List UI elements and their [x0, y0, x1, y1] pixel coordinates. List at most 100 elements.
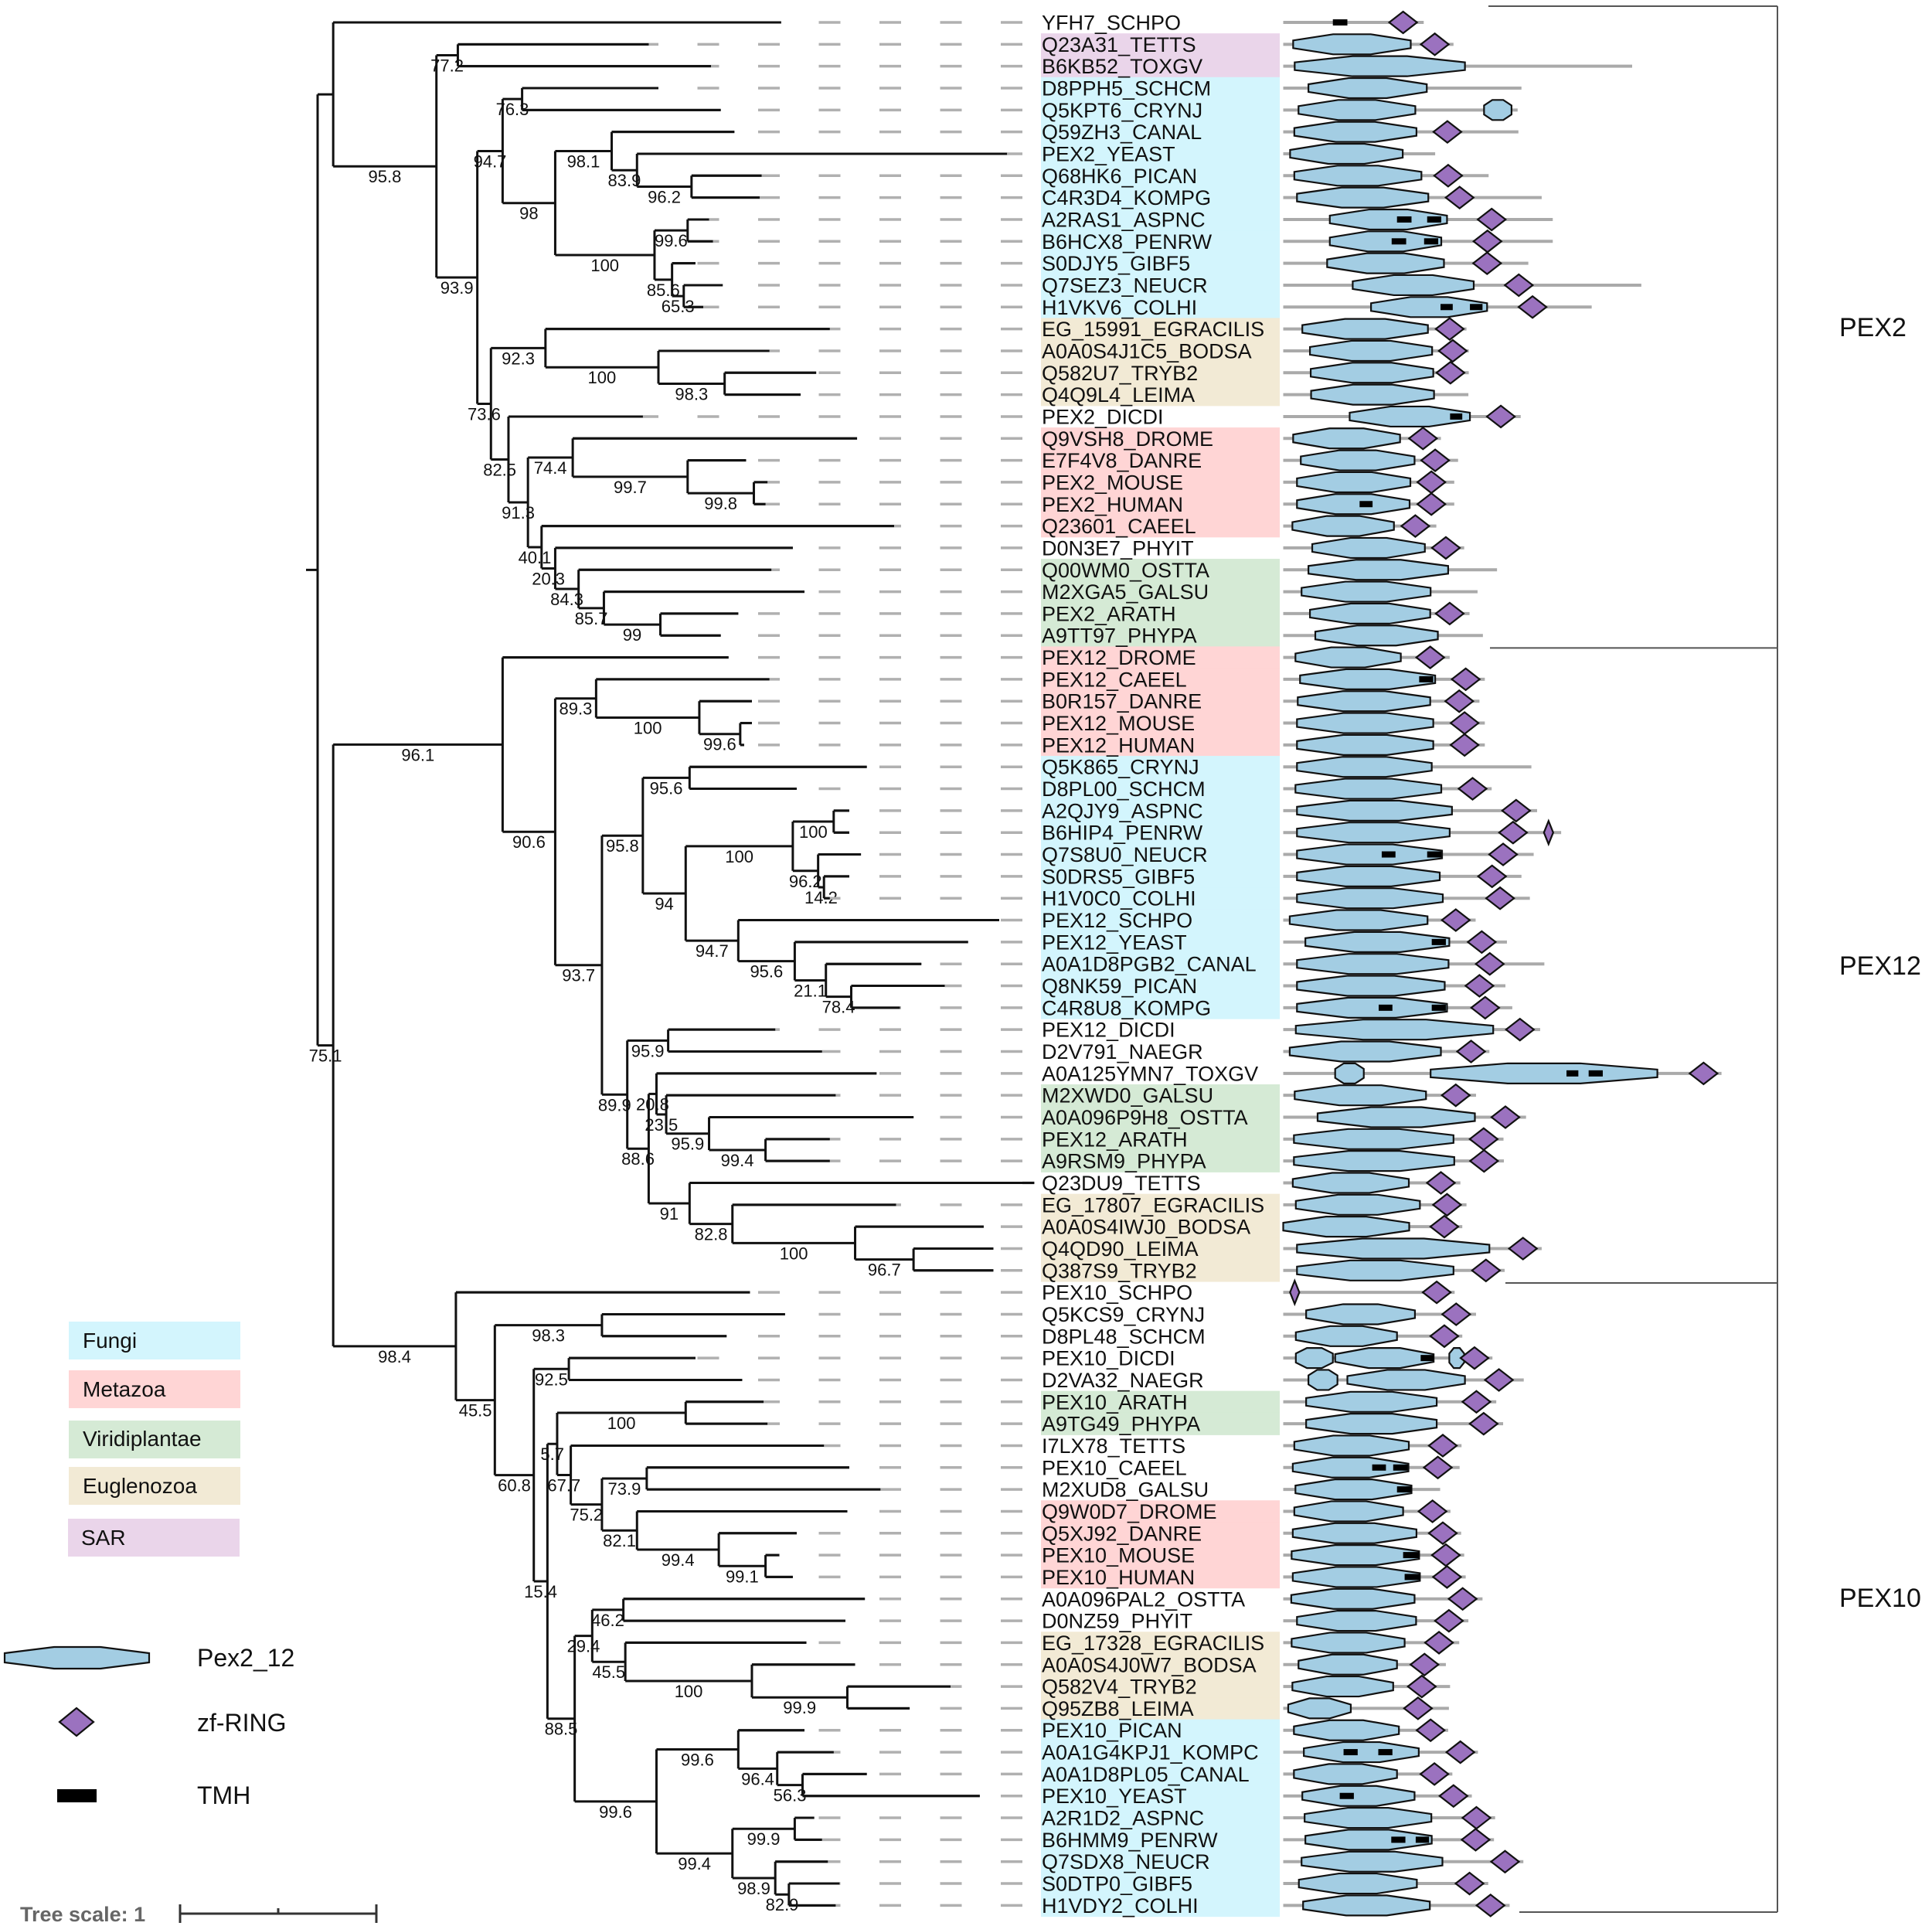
leaf-label[interactable]: PEX12_HUMAN [1042, 733, 1195, 757]
leaf-label[interactable]: Q8NK59_PICAN [1042, 975, 1197, 998]
leaf-label[interactable]: A0A0S4J0W7_BODSA [1042, 1653, 1257, 1676]
leaf-label[interactable]: I7LX78_TETTS [1042, 1434, 1185, 1458]
leaf-label[interactable]: M2XUD8_GALSU [1042, 1479, 1209, 1502]
leaf-label[interactable]: PEX10_MOUSE [1042, 1544, 1195, 1567]
leaf-label[interactable]: A0A1G4KPJ1_KOMPC [1042, 1741, 1259, 1764]
leaf-label[interactable]: A0A096P9H8_OSTTA [1042, 1106, 1248, 1129]
leaf-label[interactable]: Q5KCS9_CRYNJ [1042, 1303, 1205, 1326]
leaf-label[interactable]: B0R157_DANRE [1042, 690, 1202, 713]
leaf-label[interactable]: D2V791_NAEGR [1042, 1040, 1203, 1063]
leaf-label[interactable]: Q582V4_TRYB2 [1042, 1676, 1197, 1699]
leaf-label[interactable]: A0A125YMN7_TOXGV [1042, 1062, 1258, 1085]
leaf-label[interactable]: A2RAS1_ASPNC [1042, 208, 1206, 231]
leaf-label[interactable]: Q9VSH8_DROME [1042, 427, 1213, 451]
clade-label: PEX2 [1839, 313, 1906, 342]
leaf-label[interactable]: PEX10_SCHPO [1042, 1281, 1192, 1305]
leaf-label[interactable]: A2R1D2_ASPNC [1042, 1807, 1204, 1830]
protein-architecture [1283, 818, 1562, 847]
leaf-label[interactable]: Q23A31_TETTS [1042, 33, 1196, 56]
leaf-label[interactable]: EG_15991_EGRACILIS [1042, 318, 1264, 341]
leaf-label[interactable]: D8PPH5_SCHCM [1042, 77, 1211, 100]
leaf-label[interactable]: C4R3D4_KOMPG [1042, 186, 1211, 209]
leaf-label[interactable]: Q68HK6_PICAN [1042, 165, 1197, 188]
leaf-label[interactable]: A0A0S4J1C5_BODSA [1042, 339, 1252, 362]
leaf-label[interactable]: C4R8U8_KOMPG [1042, 996, 1211, 1019]
leaf-label[interactable]: PEX10_YEAST [1042, 1785, 1187, 1808]
leaf-label[interactable]: PEX12_DROME [1042, 646, 1196, 669]
leaf-label[interactable]: Q387S9_TRYB2 [1042, 1259, 1197, 1282]
leaf-label[interactable]: Q5K865_CRYNJ [1042, 756, 1199, 779]
leaf-label[interactable]: A0A096PAL2_OSTTA [1042, 1587, 1245, 1611]
leaf-label[interactable]: PEX2_DICDI [1042, 405, 1164, 428]
pex2-12-domain [1291, 1632, 1406, 1654]
leaf-label[interactable]: B6HMM9_PENRW [1042, 1829, 1218, 1852]
leaf-label[interactable]: Q59ZH3_CANAL [1042, 121, 1202, 144]
leaf-label[interactable]: PEX2_YEAST [1042, 142, 1175, 165]
tree-scale-label: Tree scale: 1 [20, 1903, 145, 1926]
leaf-label[interactable]: PEX12_MOUSE [1042, 712, 1195, 735]
support-value: 98.4 [378, 1347, 411, 1366]
support-value: 95.9 [631, 1041, 665, 1060]
leaf-label[interactable]: A9RSM9_PHYPA [1042, 1150, 1206, 1173]
leaf-label[interactable]: YFH7_SCHPO [1042, 12, 1181, 35]
leaf-label[interactable]: Q7S8U0_NEUCR [1042, 843, 1208, 866]
protein-architecture [1283, 1237, 1542, 1261]
leaf-label[interactable]: M2XGA5_GALSU [1042, 580, 1209, 604]
leaf-label[interactable]: Q5KPT6_CRYNJ [1042, 99, 1202, 122]
leaf-label[interactable]: Q23601_CAEEL [1042, 515, 1196, 538]
leaf-label[interactable]: Q7SDX8_NEUCR [1042, 1850, 1210, 1873]
leaf-label[interactable]: Q7SEZ3_NEUCR [1042, 274, 1208, 297]
leaf-label[interactable]: Q5XJ92_DANRE [1042, 1522, 1202, 1545]
support-value: 99.7 [614, 478, 647, 497]
leaf-label[interactable]: Q4Q9L4_LEIMA [1042, 383, 1195, 407]
leaf-label[interactable]: PEX12_YEAST [1042, 931, 1187, 954]
leaf-label[interactable]: D2VA32_NAEGR [1042, 1369, 1204, 1392]
leaf-label[interactable]: PEX10_PICAN [1042, 1719, 1182, 1742]
leaf-label[interactable]: H1V0C0_COLHI [1042, 887, 1196, 910]
leaf-label[interactable]: PEX2_HUMAN [1042, 493, 1183, 516]
leaf-label[interactable]: Q23DU9_TETTS [1042, 1172, 1201, 1195]
leaf-label[interactable]: H1VDY2_COLHI [1042, 1894, 1199, 1917]
leaf-label[interactable]: Q4QD90_LEIMA [1042, 1237, 1199, 1261]
leaf-label[interactable]: PEX12_DICDI [1042, 1019, 1175, 1042]
leaf-label[interactable]: EG_17328_EGRACILIS [1042, 1632, 1264, 1655]
leaf-label[interactable]: Q95ZB8_LEIMA [1042, 1697, 1194, 1720]
leaf-label[interactable]: PEX10_HUMAN [1042, 1566, 1195, 1589]
leaf-label[interactable]: A0A0S4IWJ0_BODSA [1042, 1216, 1250, 1239]
pex2-12-domain [1430, 1062, 1658, 1084]
leaf-label[interactable]: A2QJY9_ASPNC [1042, 799, 1203, 822]
leaf-label[interactable]: B6KB52_TOXGV [1042, 55, 1202, 78]
leaf-label[interactable]: PEX12_SCHPO [1042, 909, 1192, 932]
leaf-label[interactable]: PEX12_CAEEL [1042, 668, 1187, 691]
leaf-label[interactable]: D0NZ59_PHYIT [1042, 1610, 1192, 1633]
leaf-label[interactable]: S0DJY5_GIBF5 [1042, 252, 1190, 275]
tmh-segment [1566, 1070, 1579, 1077]
leaf-label[interactable]: S0DTP0_GIBF5 [1042, 1873, 1192, 1896]
leaf-label[interactable]: PEX2_ARATH [1042, 602, 1176, 625]
leaf-label[interactable]: S0DRS5_GIBF5 [1042, 865, 1195, 888]
leaf-label[interactable]: Q9W0D7_DROME [1042, 1500, 1217, 1523]
leaf-label[interactable]: PEX10_DICDI [1042, 1347, 1175, 1370]
leaf-label[interactable]: A0A1D8PL05_CANAL [1042, 1763, 1250, 1786]
leaf-label[interactable]: A9TT97_PHYPA [1042, 624, 1197, 648]
leaf-label[interactable]: B6HIP4_PENRW [1042, 822, 1203, 845]
leaf-label[interactable]: PEX10_CAEEL [1042, 1456, 1187, 1479]
leaf-label[interactable]: EG_17807_EGRACILIS [1042, 1193, 1264, 1217]
leaf-label[interactable]: E7F4V8_DANRE [1042, 449, 1202, 472]
leaf-label[interactable]: H1VKV6_COLHI [1042, 296, 1197, 319]
leaf-label[interactable]: M2XWD0_GALSU [1042, 1084, 1213, 1108]
leaf-label[interactable]: D0N3E7_PHYIT [1042, 536, 1194, 560]
leaf-label[interactable]: A0A1D8PGB2_CANAL [1042, 953, 1257, 976]
leaf-label[interactable]: Q582U7_TRYB2 [1042, 362, 1198, 385]
zf-ring-domain [1483, 1368, 1515, 1392]
leaf-label[interactable]: D8PL48_SCHCM [1042, 1325, 1206, 1348]
leaf-label[interactable]: D8PL00_SCHCM [1042, 778, 1206, 801]
leaf-label[interactable]: A9TG49_PHYPA [1042, 1413, 1200, 1436]
pex2-12-fragment [1483, 99, 1513, 121]
leaf-label[interactable]: B6HCX8_PENRW [1042, 230, 1213, 254]
leaf-label[interactable]: Q00WM0_OSTTA [1042, 559, 1209, 582]
leaf-label[interactable]: PEX2_MOUSE [1042, 471, 1183, 494]
leaf-label[interactable]: PEX12_ARATH [1042, 1128, 1188, 1151]
leaf-label[interactable]: PEX10_ARATH [1042, 1390, 1188, 1414]
taxon-highlight [1041, 1128, 1280, 1151]
